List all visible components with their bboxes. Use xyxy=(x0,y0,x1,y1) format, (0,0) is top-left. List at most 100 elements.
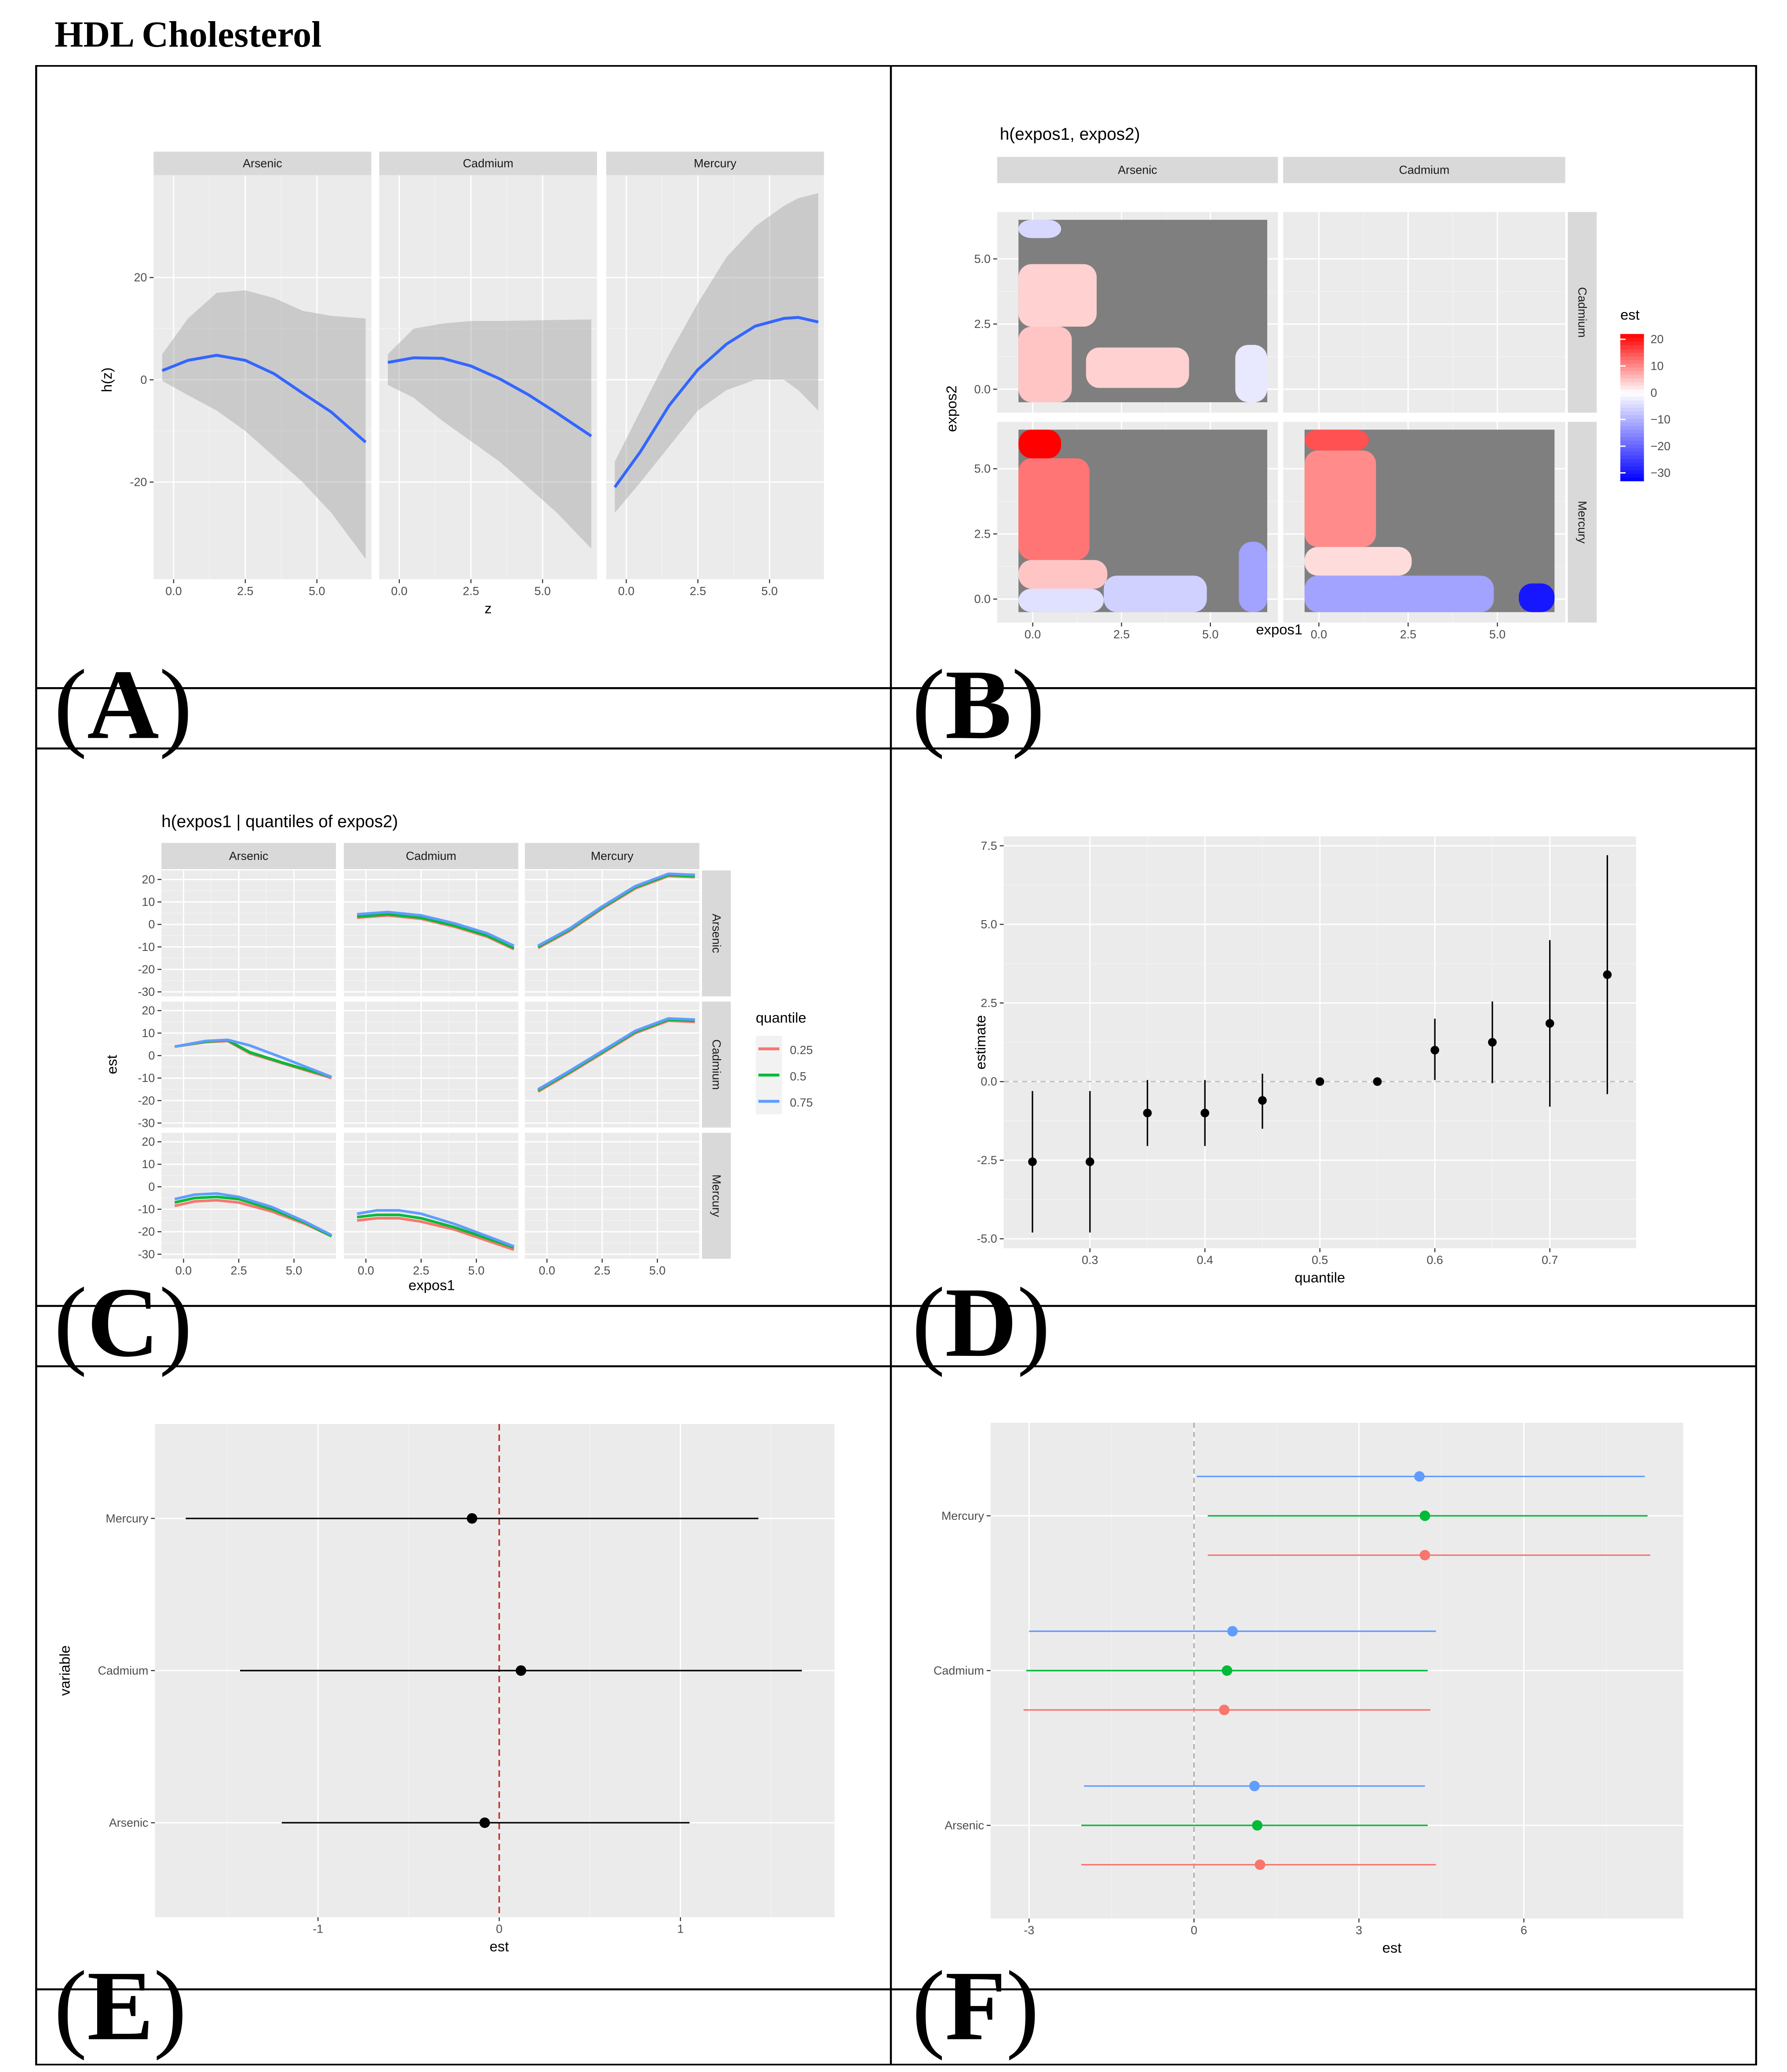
y-tick-label: 5.0 xyxy=(974,252,990,266)
y-tick-label: 0 xyxy=(148,1049,155,1062)
facet-strip xyxy=(525,843,700,869)
x-tick-label: 5.0 xyxy=(309,584,325,597)
legend-colorbar-step xyxy=(1620,448,1644,452)
panel-a-facet-background xyxy=(379,175,597,579)
panel-b-cell-background xyxy=(1283,212,1565,413)
confidence-ribbon xyxy=(162,290,366,559)
y-tick-label: 0.0 xyxy=(974,382,990,396)
x-axis-title: z xyxy=(485,600,492,616)
data-point xyxy=(1603,970,1612,979)
facet-strip xyxy=(343,843,518,869)
facet-strip-label: Mercury xyxy=(710,1174,723,1217)
legend-colorbar-step xyxy=(1620,407,1644,411)
quantile-line xyxy=(357,1209,514,1248)
legend-colorbar-step xyxy=(1620,422,1644,426)
x-tick-label: 0.5 xyxy=(1312,1253,1328,1267)
x-tick-label: 2.5 xyxy=(413,1264,429,1277)
heatmap-region xyxy=(1304,430,1369,451)
y-tick-label: 0 xyxy=(148,1180,155,1193)
legend-colorbar-step xyxy=(1620,429,1644,434)
y-tick-label: 0.0 xyxy=(974,593,990,606)
chart-title: h(expos1, expos2) xyxy=(1000,125,1140,144)
x-tick-label: 5.0 xyxy=(1489,628,1506,641)
legend-colorbar-step xyxy=(1620,415,1644,419)
confidence-ribbon xyxy=(388,319,591,549)
y-tick-label: 10 xyxy=(142,1158,155,1171)
legend-colorbar-step xyxy=(1620,367,1644,371)
x-tick-label: 5.0 xyxy=(286,1264,302,1277)
heatmap-region xyxy=(1304,547,1412,576)
legend-label: 0.25 xyxy=(790,1044,813,1057)
x-tick-label: 0.0 xyxy=(1311,628,1327,641)
y-tick-label: 2.5 xyxy=(974,527,990,540)
legend-colorbar-step xyxy=(1620,396,1644,401)
legend-colorbar-step xyxy=(1620,455,1644,459)
panel-a-facet-background xyxy=(606,175,824,579)
y-tick-label: -20 xyxy=(138,1225,155,1238)
y-tick-label: 7.5 xyxy=(981,839,997,852)
x-tick-label: -3 xyxy=(1024,1924,1034,1937)
heatmap-region xyxy=(1018,264,1097,327)
x-tick-label: 0 xyxy=(1191,1924,1197,1937)
legend-colorbar-step xyxy=(1620,360,1644,364)
panel-c-cell-background xyxy=(161,1001,336,1128)
panel-c-cell-background xyxy=(343,1001,518,1128)
facet-strip-label: Arsenic xyxy=(1118,164,1157,177)
facet-strip xyxy=(379,151,597,175)
x-tick-label: 2.5 xyxy=(689,584,706,597)
x-tick-label: 5.0 xyxy=(761,584,777,597)
x-axis-title: est xyxy=(489,1938,509,1954)
panel-e-chart: -1 0 1 Mercury Cadmium Arsenic est variable xyxy=(56,1424,835,1954)
x-tick-label: 2.5 xyxy=(463,584,479,597)
data-point xyxy=(1143,1108,1152,1118)
x-tick-label: 2.5 xyxy=(230,1264,247,1277)
facet-strip-label: Cadmium xyxy=(463,157,514,170)
y-tick-label: 5.0 xyxy=(981,918,997,931)
outer-table-border xyxy=(35,65,1757,2065)
legend-colorbar-step xyxy=(1620,451,1644,456)
panel-c-cell-background xyxy=(525,1132,700,1259)
heatmap-region xyxy=(1018,430,1061,459)
panel-a-facet-background xyxy=(153,175,372,579)
data-point xyxy=(1222,1665,1233,1676)
x-axis-title: expos1 xyxy=(408,1277,455,1293)
facet-strip-label: Arsenic xyxy=(243,157,282,170)
estimate-line xyxy=(613,316,819,488)
chart-title: h(expos1 | quantiles of expos2) xyxy=(161,812,398,831)
legend-colorbar-step xyxy=(1620,378,1644,382)
facet-strip-label: Mercury xyxy=(591,849,634,863)
data-point xyxy=(1219,1704,1230,1715)
y-tick-label: 20 xyxy=(142,1135,155,1148)
y-tick-label: 20 xyxy=(142,873,155,886)
quantile-line xyxy=(537,872,695,947)
facet-strip-label: Mercury xyxy=(694,157,737,170)
panel-c-cell-background xyxy=(161,870,336,997)
panel-c-cell-background xyxy=(525,1001,700,1128)
panel-label-f: (F) xyxy=(912,1951,1039,2061)
quantile-line xyxy=(357,1213,514,1249)
facet-strip xyxy=(997,157,1278,183)
data-point xyxy=(1252,1820,1263,1831)
x-tick-label: 0.0 xyxy=(539,1264,555,1277)
data-point xyxy=(1488,1038,1497,1047)
y-axis-title: h(z) xyxy=(98,368,115,392)
legend-colorbar-step xyxy=(1620,477,1644,481)
data-point xyxy=(1249,1781,1260,1792)
y-tick-label: -10 xyxy=(138,1203,155,1216)
x-tick-label: 0 xyxy=(496,1923,503,1936)
y-tick-label: Mercury xyxy=(106,1512,149,1525)
legend-colorbar-step xyxy=(1620,411,1644,415)
estimate-line xyxy=(161,353,367,444)
legend-colorbar-step xyxy=(1620,371,1644,375)
heatmap-region xyxy=(1086,347,1189,388)
x-axis-title: est xyxy=(1382,1939,1402,1955)
facet-strip xyxy=(702,870,731,997)
panel-label-b: (B) xyxy=(912,650,1045,760)
facet-strip-label: Mercury xyxy=(1575,501,1589,544)
x-tick-label: 1 xyxy=(677,1923,684,1936)
legend-colorbar-step xyxy=(1620,352,1644,357)
x-tick-label: 2.5 xyxy=(1113,628,1130,641)
data-point xyxy=(1085,1157,1094,1166)
heatmap-region xyxy=(1018,560,1108,589)
heatmap-region xyxy=(1239,542,1267,612)
